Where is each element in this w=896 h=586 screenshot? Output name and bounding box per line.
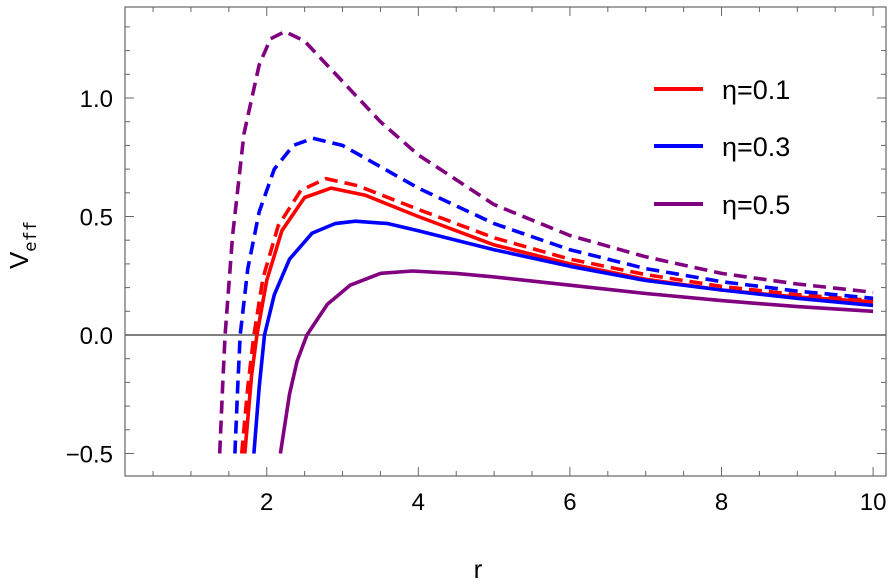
legend-label: η=0.3 [722, 132, 790, 162]
legend-item: η=0.5 [654, 190, 790, 220]
tick-labels: 2 4 6 8 10 −0.5 0.0 0.5 1.0 [66, 86, 887, 516]
series-line-dashed-3 [233, 136, 874, 454]
series-line-dashed-1 [239, 176, 874, 454]
x-tick-label: 4 [412, 489, 425, 516]
x-axis-label: r [474, 554, 483, 584]
legend: η=0.1 η=0.3 η=0.5 [654, 75, 790, 220]
series-group [217, 29, 874, 454]
series-line-solid-4 [278, 269, 874, 454]
x-tick-label: 2 [260, 489, 273, 516]
series-line-dashed-5 [217, 29, 874, 454]
legend-item: η=0.1 [654, 75, 790, 105]
plot-frame [124, 6, 887, 477]
y-axis-label-main: V [4, 251, 34, 269]
x-tick-label: 6 [563, 489, 576, 516]
y-tick-label: 0.0 [80, 323, 113, 350]
y-tick-label: 1.0 [80, 86, 113, 113]
legend-label: η=0.5 [722, 190, 790, 220]
y-axis-label-subscript: eff [21, 221, 41, 252]
x-tick-label: 8 [715, 489, 728, 516]
legend-label: η=0.1 [722, 75, 790, 105]
legend-item: η=0.3 [654, 132, 790, 162]
y-tick-label: 0.5 [80, 204, 113, 231]
series-line-solid-0 [243, 186, 874, 454]
y-axis-label: Veff [4, 221, 41, 269]
svg-text:Veff: Veff [4, 221, 41, 269]
y-tick-label: −0.5 [66, 441, 113, 468]
series-line-solid-2 [252, 219, 874, 454]
x-tick-label: 10 [860, 489, 887, 516]
